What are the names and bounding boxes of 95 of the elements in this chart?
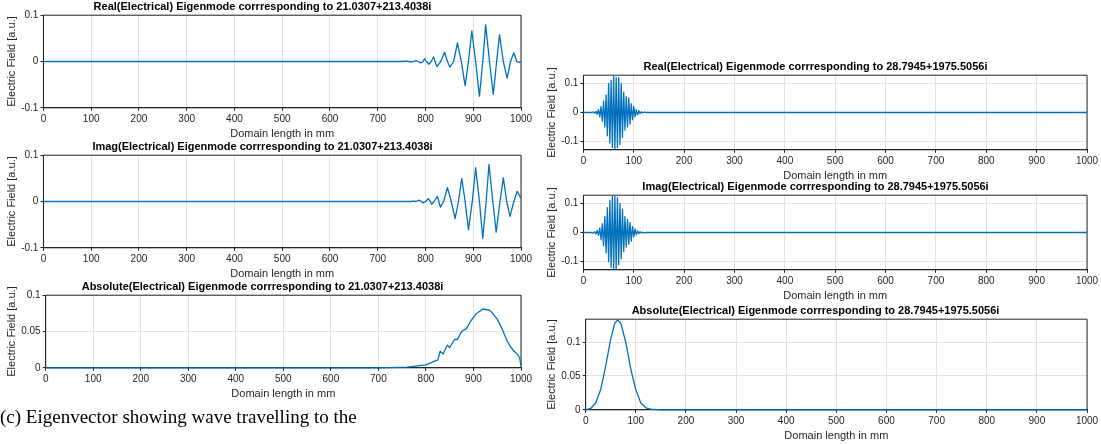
y-tick-label: 0.1	[24, 8, 39, 20]
x-tick-label: 600	[877, 154, 895, 166]
x-tick-label: 500	[274, 372, 293, 384]
y-tick-label: 0	[575, 403, 582, 415]
y-axis-title: Electric Field [a.u.]	[544, 187, 557, 278]
y-axis-title: Electric Field [a.u.]	[4, 156, 17, 247]
x-tick-label: 600	[321, 112, 339, 124]
x-axis-title: Domain length in mm	[230, 127, 335, 140]
x-tick-label: 800	[417, 372, 435, 384]
x-tick-label: 800	[978, 414, 996, 426]
y-tick-label: 0.05	[561, 369, 582, 381]
x-tick-label: 1000	[1075, 414, 1099, 426]
x-tick-label: 800	[977, 274, 996, 286]
x-tick-label: 300	[178, 112, 196, 124]
x-axis-title: Domain length in mm	[783, 289, 888, 302]
x-tick-label: 900	[1028, 274, 1046, 286]
x-tick-label: 400	[776, 154, 794, 166]
y-axis-title: Electric Field [a.u.]	[4, 286, 17, 377]
x-tick-label: 700	[928, 414, 946, 426]
y-tick-label: 0	[35, 361, 42, 373]
x-tick-label: 900	[464, 252, 483, 264]
chart-title: Imag(Electrical) Eigenmode corrresponding to 21.0307+213.4038i	[92, 139, 433, 152]
x-tick-label: 700	[369, 252, 387, 264]
x-tick-label: 400	[226, 252, 244, 264]
y-tick-label: 0	[572, 226, 579, 238]
x-tick-label: 700	[927, 154, 945, 166]
x-tick-label: 900	[464, 112, 483, 124]
x-tick-label: 200	[677, 414, 695, 426]
chart-title: Real(Electrical) Eigenmode corrresponding to 28.7945+1975.5056i	[643, 59, 988, 72]
x-tick-label: 100	[82, 252, 100, 264]
x-tick-label: 1000	[509, 112, 533, 124]
y-tick-label: -0.1	[561, 135, 579, 147]
x-tick-label: 600	[877, 274, 895, 286]
x-axis-title: Domain length in mm	[784, 429, 889, 442]
text: (c) Eigenvector showing wave travelling to the	[0, 406, 358, 428]
x-tick-label: 700	[369, 112, 387, 124]
y-tick-label: 0.1	[564, 77, 579, 89]
x-tick-label: 500	[273, 252, 291, 264]
y-tick-label: 0	[32, 55, 39, 67]
chart-title: Absolute(Electrical) Eigenmode corrresponding to 21.0307+213.4038i	[81, 279, 444, 292]
y-tick-label: -0.1	[21, 101, 39, 113]
y-tick-label: 0.05	[21, 325, 42, 337]
x-tick-label: 300	[178, 252, 196, 264]
y-axis-title: Electric Field [a.u.]	[4, 16, 17, 107]
x-axis-title: Domain length in mm	[230, 267, 335, 280]
x-tick-label: 200	[130, 112, 148, 124]
x-tick-label: 600	[322, 372, 340, 384]
y-tick-label: 0.1	[564, 197, 579, 209]
x-tick-label: 900	[1028, 414, 1046, 426]
x-tick-label: 1000	[1075, 154, 1099, 166]
x-tick-label: 300	[726, 274, 744, 286]
x-tick-label: 600	[878, 414, 896, 426]
x-tick-label: 500	[273, 112, 291, 124]
x-tick-label: 800	[977, 154, 996, 166]
x-tick-label: 400	[227, 372, 245, 384]
x-tick-label: 900	[465, 372, 483, 384]
x-tick-label: 200	[132, 372, 150, 384]
x-tick-label: 100	[627, 414, 645, 426]
y-tick-label: 0	[32, 195, 39, 207]
x-tick-label: 200	[130, 252, 148, 264]
y-tick-label: 0.1	[566, 335, 582, 347]
x-tick-label: 700	[370, 372, 388, 384]
y-axis-title: Electric Field [a.u.]	[544, 319, 557, 410]
y-tick-label: 0.1	[24, 148, 39, 160]
x-tick-label: 200	[675, 154, 693, 166]
x-tick-label: 900	[1028, 154, 1046, 166]
x-tick-label: 1000	[509, 252, 533, 264]
chart-title: Real(Electrical) Eigenmode corrresponding to 21.0307+213.4038i	[93, 0, 432, 12]
x-tick-label: 1000	[1075, 274, 1099, 286]
x-tick-label: 300	[727, 414, 745, 426]
y-tick-label: -0.1	[21, 241, 39, 253]
x-tick-label: 200	[675, 274, 693, 286]
x-axis-title: Domain length in mm	[231, 387, 336, 400]
x-tick-label: 100	[82, 112, 100, 124]
x-tick-label: 600	[321, 252, 339, 264]
x-tick-label: 300	[179, 372, 198, 384]
x-tick-label: 100	[625, 274, 643, 286]
x-tick-label: 100	[625, 154, 643, 166]
x-tick-label: 500	[826, 274, 844, 286]
x-tick-label: 700	[927, 274, 945, 286]
x-tick-label: 300	[726, 154, 744, 166]
x-tick-label: 1000	[509, 372, 533, 384]
chart-title: Absolute(Electrical) Eigenmode corrresponding to 28.7945+1975.5056i	[631, 303, 1000, 316]
x-tick-label: 100	[84, 372, 102, 384]
x-tick-label: 500	[827, 414, 846, 426]
x-tick-label: 400	[777, 414, 795, 426]
x-axis-title: Domain length in mm	[783, 169, 888, 182]
y-axis-title: Electric Field [a.u.]	[544, 67, 557, 158]
x-tick-label: 400	[226, 112, 244, 124]
x-tick-label: 800	[417, 252, 435, 264]
x-tick-label: 400	[776, 274, 794, 286]
x-tick-label: 800	[417, 112, 435, 124]
y-tick-label: -0.1	[561, 255, 579, 267]
y-tick-label: 0.1	[26, 288, 42, 300]
x-tick-label: 500	[826, 154, 844, 166]
